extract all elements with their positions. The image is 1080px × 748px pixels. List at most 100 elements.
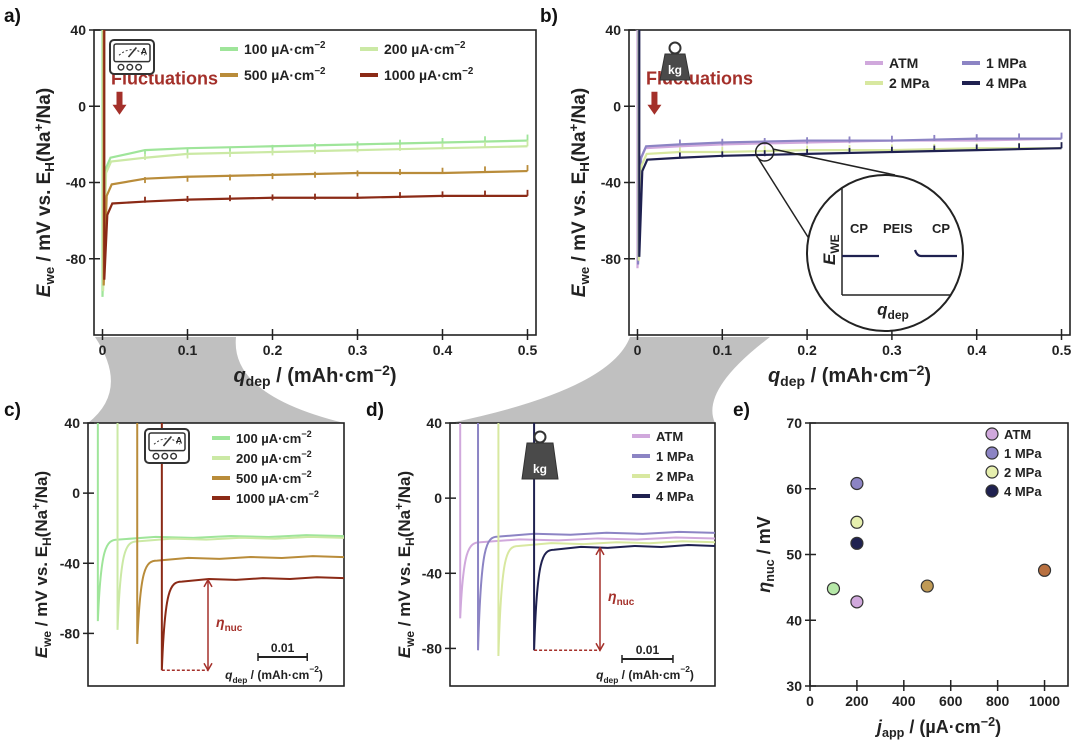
plot-frame	[87, 422, 345, 687]
zoom-connector-right	[450, 337, 770, 423]
text-span: H	[403, 537, 417, 546]
text-span: 2 MPa	[889, 75, 930, 91]
eta-arrow-head	[203, 662, 213, 672]
y-axis-label: ηnuc / mV	[754, 516, 777, 592]
x-tick-label: 0	[99, 342, 107, 358]
y-tick-label: 40	[786, 612, 802, 628]
x-tick-label: 800	[986, 693, 1010, 709]
text-span: −2	[301, 469, 311, 479]
legend-label: 500 µA·cm−2	[236, 469, 312, 486]
text-span: −2	[454, 40, 466, 51]
legend-marker	[985, 484, 999, 498]
plot-frame	[93, 29, 537, 336]
y-tick-label: 0	[434, 490, 442, 506]
text-span: / mV vs. E	[34, 172, 55, 267]
text-span: +	[29, 503, 43, 510]
text-span: +	[392, 503, 406, 510]
legend-label: ATM	[656, 429, 683, 444]
text-span: we	[577, 267, 592, 286]
text-span: WE	[828, 234, 842, 253]
text-span: )	[390, 365, 397, 387]
inset-label: PEIS	[883, 221, 913, 236]
text-span: / (mAh·cm	[805, 365, 908, 387]
eta-arrow-head	[595, 642, 605, 652]
text-span: / mV vs. E	[32, 546, 51, 631]
text-span: 1 MPa	[986, 55, 1027, 71]
inset-trace-right	[913, 249, 957, 258]
x-tick-label: 0.4	[967, 342, 987, 358]
text-span: (Na	[32, 509, 51, 537]
ammeter-icon: A	[144, 428, 190, 464]
y-axis-label: Ewe / mV vs. EH(Na+/Na)	[31, 88, 57, 297]
text-span: / (mAh·cm	[271, 365, 374, 387]
text-span: dep	[246, 373, 271, 389]
x-tick-label: 600	[939, 693, 963, 709]
text-span: )	[319, 668, 323, 682]
text-span: dep	[780, 373, 805, 389]
text-span: /Na)	[34, 88, 55, 124]
scale-bar-label: 0.01	[636, 643, 660, 657]
series-line	[533, 423, 716, 651]
scatter-point	[920, 579, 934, 593]
legend-label: 200 µA·cm−2	[236, 449, 312, 466]
legend-label: ATM	[1004, 427, 1031, 442]
text-span: /Na)	[32, 471, 51, 503]
text-span: j	[875, 717, 883, 737]
legend-label: 4 MPa	[986, 75, 1027, 91]
icon-knob	[117, 63, 125, 71]
plot-frame	[449, 422, 716, 687]
text-span: −2	[680, 664, 690, 674]
legend-marker	[985, 465, 999, 479]
text-span: dep	[232, 675, 247, 685]
y-tick-label: 40	[605, 22, 621, 38]
text-span: E	[34, 283, 55, 297]
text-span: 1000 µA·cm	[236, 491, 309, 506]
panel-a: 40 0 -40 -80 0 0.1 0.2 0.3 0.4 0.5 a) qdep / (mAh·c…	[4, 6, 537, 389]
text-span: E	[395, 646, 414, 658]
icon-knob	[170, 452, 178, 460]
scatter-point	[850, 536, 864, 550]
series-line	[459, 423, 716, 619]
text-span: −2	[314, 66, 326, 77]
text-span: −2	[374, 362, 390, 378]
scatter-point	[826, 582, 841, 596]
panel-label: d)	[366, 400, 384, 421]
text-span: 200 µA·cm	[384, 41, 454, 57]
scatter-point	[850, 595, 864, 609]
icon-needle	[127, 46, 138, 58]
x-tick-label: 0.2	[263, 342, 283, 358]
icon-ring	[668, 41, 682, 55]
y-tick-label: 40	[70, 22, 86, 38]
x-tick-label: 0.5	[518, 342, 538, 358]
text-span: (Na	[395, 509, 414, 537]
text-span: q	[768, 365, 780, 387]
icon-knob	[152, 452, 160, 460]
text-span: / (µA·cm	[904, 717, 980, 737]
series-line	[160, 423, 345, 671]
y-tick-label: 30	[786, 678, 802, 694]
text-span: H	[42, 162, 57, 172]
legend-label: 1 MPa	[1004, 446, 1042, 461]
y-axis-label: Ewe / mV vs. EH(Na+/Na)	[566, 88, 592, 297]
text-span: 2 MPa	[656, 469, 694, 484]
scatter-point	[1037, 563, 1052, 577]
series-line	[136, 423, 345, 644]
icon-label: kg	[533, 462, 547, 476]
icon-weight-body	[521, 442, 559, 480]
legend-label: 1000 µA·cm−2	[236, 489, 319, 506]
y-tick-label: 50	[786, 547, 802, 563]
x-tick-label: 200	[845, 693, 869, 709]
legend-label: 200 µA·cm−2	[384, 40, 466, 57]
x-tick-label: 0.2	[797, 342, 817, 358]
y-tick-label: -80	[60, 625, 80, 641]
text-span: −2	[462, 66, 474, 77]
scale-bar-label: 0.01	[271, 641, 295, 655]
text-span: (Na	[34, 131, 55, 162]
x-axis-label: japp / (µA·cm−2)	[875, 715, 1001, 740]
icon-knob	[135, 63, 143, 71]
text-span: app	[882, 726, 905, 740]
text-span: E	[32, 646, 51, 658]
y-axis-label: Ewe / mV vs. EH(Na+/Na)	[392, 471, 417, 658]
